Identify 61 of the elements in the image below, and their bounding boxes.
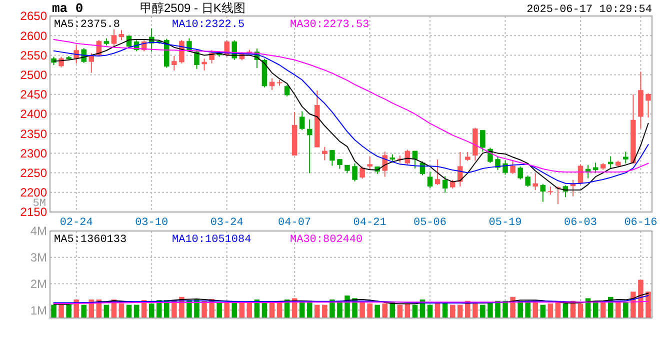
- y-tick-label: 2450: [20, 88, 48, 102]
- text: MA30:2273.53: [290, 19, 370, 31]
- candlestick: [518, 166, 523, 180]
- candlestick: [442, 176, 448, 194]
- x-tick-label: 05-06: [414, 217, 447, 229]
- candlestick: [532, 172, 538, 191]
- candlestick: [284, 84, 290, 97]
- candlestick: [434, 158, 440, 186]
- series-label: MA10:2322.5: [172, 19, 245, 31]
- x-tick-label: 03-24: [210, 217, 244, 229]
- candlestick: [540, 183, 546, 202]
- chart-title: 甲醇2509 - 日K线图: [140, 1, 246, 15]
- candlestick: [299, 110, 305, 131]
- y-tick-label: 1M: [30, 303, 47, 318]
- series-label: MA5:2375.8: [54, 19, 120, 31]
- text: MA5:1360133: [54, 234, 127, 246]
- y-tick-label: 2350: [20, 126, 48, 141]
- x-tick-label: 04-07: [278, 217, 312, 229]
- candlestick: [510, 160, 516, 174]
- candlestick: [337, 158, 342, 170]
- candlestick: [352, 162, 358, 182]
- candlestick: [646, 92, 651, 118]
- candlestick: [465, 152, 470, 162]
- y-tick-label: 2250: [20, 166, 48, 180]
- chart-subtitle: 2025-06-17 10:29:54: [526, 4, 652, 16]
- y-tick-label: 2150: [20, 205, 48, 220]
- y-tick-label: 2400: [20, 107, 48, 122]
- x-tick-label: 06-16: [624, 217, 658, 229]
- y-tick-label: 2200: [20, 186, 48, 200]
- candlestick: [480, 130, 486, 152]
- candlestick: [322, 146, 328, 161]
- y-tick-label: 2500: [20, 68, 48, 82]
- candlestick: [548, 186, 554, 196]
- x-tick-label: 06-03: [564, 217, 598, 229]
- x-tick-label: 05-19: [488, 217, 522, 229]
- candlestick: [306, 118, 312, 174]
- candlestick: [502, 160, 508, 176]
- candlestick: [367, 156, 372, 171]
- candlestick: [330, 150, 335, 166]
- x-tick-label: 04-21: [353, 217, 387, 229]
- y-tick-label: 2M: [30, 276, 47, 291]
- line-series: [53, 295, 649, 304]
- candlestick: [111, 28, 117, 48]
- x-tick-label: 02-24: [60, 217, 94, 229]
- text: MA30:802440: [290, 234, 363, 246]
- y-tick-label: 2550: [20, 48, 48, 62]
- y-tick-label: 2600: [20, 28, 48, 43]
- y-tick-label: 4M: [30, 224, 47, 238]
- text: MA10:1051084: [172, 234, 252, 246]
- candlestick: [360, 166, 365, 180]
- candlestick: [172, 55, 177, 71]
- candlestick: [427, 171, 433, 189]
- candlestick: [525, 175, 530, 188]
- candlestick: [623, 151, 628, 164]
- y-tick-label: 3M: [30, 250, 47, 265]
- candlestick: [118, 30, 124, 41]
- y-tick-label: 2300: [20, 146, 48, 160]
- y-tick-label: 2650: [20, 9, 48, 24]
- candlestick: [194, 48, 200, 70]
- x-tick-label: 03-10: [135, 217, 168, 229]
- annotation: ma 0: [52, 1, 84, 16]
